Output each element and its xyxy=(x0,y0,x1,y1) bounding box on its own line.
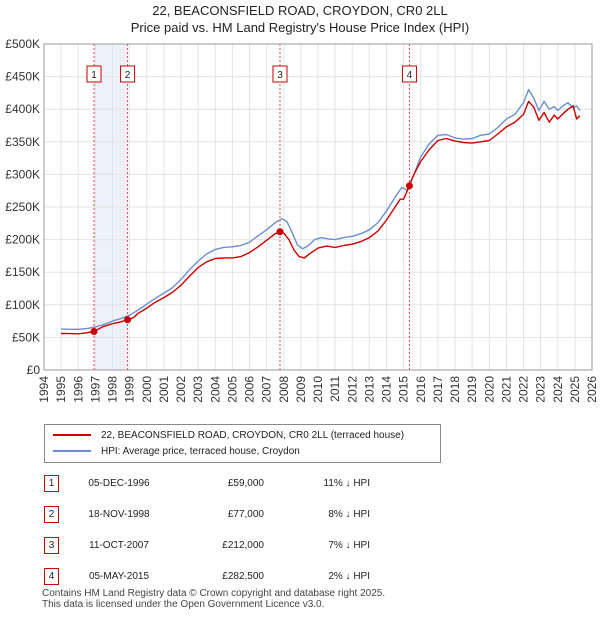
chart-title-block: 22, BEACONSFIELD ROAD, CROYDON, CR0 2LL … xyxy=(0,2,600,36)
y-tick-label: £400K xyxy=(5,102,40,116)
legend-label-hpi: HPI: Average price, terraced house, Croy… xyxy=(101,446,300,457)
sale-number-box xyxy=(120,65,136,83)
transaction-date: 05-DEC-1996 xyxy=(88,478,150,489)
hpi-line xyxy=(61,88,581,330)
x-tick-label: 2018 xyxy=(448,376,462,403)
chart-subtitle: Price paid vs. HM Land Registry's House … xyxy=(130,20,470,35)
x-tick-label: 2009 xyxy=(294,376,308,403)
sale-point xyxy=(276,228,284,236)
y-tick-label: £450K xyxy=(5,70,40,84)
footer-copyright: Contains HM Land Registry data © Crown c… xyxy=(42,588,386,599)
y-tick-label: £500K xyxy=(5,37,40,51)
legend-swatch-property xyxy=(53,434,91,437)
transaction-price: £212,000 xyxy=(222,540,264,551)
sale-number-box xyxy=(86,65,102,83)
plot-frame xyxy=(43,43,593,371)
transaction-hpi-diff: 7% ↓ HPI xyxy=(328,540,370,551)
x-tick-label: 2019 xyxy=(465,376,479,403)
x-tick-label: 2015 xyxy=(397,376,411,403)
x-tick-label: 2026 xyxy=(585,376,599,403)
x-tick-label: 2021 xyxy=(499,376,513,403)
footer-licence: This data is licensed under the Open Gov… xyxy=(42,599,325,610)
x-tick-label: 1994 xyxy=(37,376,51,403)
x-tick-label: 2002 xyxy=(174,376,188,403)
x-tick-label: 2004 xyxy=(208,376,222,403)
footer-attribution: Contains HM Land Registry data © Crown c… xyxy=(42,588,385,610)
x-tick-label: 2014 xyxy=(380,376,394,403)
y-tick-label: £200K xyxy=(5,233,40,247)
sale-number-box xyxy=(272,65,288,83)
transaction-hpi-diff: 8% ↓ HPI xyxy=(328,509,370,520)
x-tick-label: 2016 xyxy=(414,376,428,403)
legend-swatch-hpi xyxy=(53,450,91,453)
x-tick-label: 1998 xyxy=(106,376,120,403)
transaction-price: £282,500 xyxy=(222,571,264,582)
x-tick-label: 1999 xyxy=(123,376,137,403)
transaction-date: 11-OCT-2007 xyxy=(89,540,149,551)
x-tick-label: 2023 xyxy=(534,376,548,403)
transaction-number-badge: 2 xyxy=(44,506,59,523)
y-tick-label: £250K xyxy=(5,200,40,214)
y-tick-label: £300K xyxy=(5,167,40,181)
chart-legend: 22, BEACONSFIELD ROAD, CROYDON, CR0 2LL … xyxy=(44,424,441,463)
x-tick-label: 2008 xyxy=(277,376,291,403)
x-tick-label: 2007 xyxy=(260,376,274,403)
transaction-price: £77,000 xyxy=(227,509,264,520)
sale-number-label: 1 xyxy=(91,70,97,81)
transaction-number-badge: 4 xyxy=(44,568,59,585)
legend-item-property: 22, BEACONSFIELD ROAD, CROYDON, CR0 2LL … xyxy=(53,429,404,443)
x-tick-label: 2024 xyxy=(551,376,565,403)
price-chart: £0 £50K £100K £150K £200K £250K £300K £350K £400… xyxy=(5,37,599,403)
sale-point xyxy=(405,182,413,190)
transaction-date: 05-MAY-2015 xyxy=(88,571,150,582)
x-tick-label: 2025 xyxy=(568,376,582,403)
transaction-hpi-diff: 11% ↓ HPI xyxy=(323,478,371,489)
sale-point xyxy=(124,316,132,324)
y-tick-label: £100K xyxy=(5,298,40,312)
chart-title: 22, BEACONSFIELD ROAD, CROYDON, CR0 2LL xyxy=(152,3,448,18)
x-tick-label: 2012 xyxy=(345,376,359,403)
x-tick-label: 1997 xyxy=(88,376,102,403)
legend-label-property: 22, BEACONSFIELD ROAD, CROYDON, CR0 2LL … xyxy=(101,430,405,441)
x-tick-label: 1995 xyxy=(54,376,68,403)
x-tick-label: 2003 xyxy=(191,376,205,403)
x-tick-label: 2005 xyxy=(225,376,239,403)
x-tick-label: 2001 xyxy=(157,376,171,403)
x-tick-label: 2006 xyxy=(243,376,257,403)
transaction-price: £59,000 xyxy=(227,478,264,489)
sale-number-box xyxy=(401,65,417,83)
x-tick-label: 2020 xyxy=(482,376,496,403)
x-tick-label: 1996 xyxy=(71,376,85,403)
x-tick-label: 2013 xyxy=(362,376,376,403)
transaction-number-badge: 1 xyxy=(44,475,59,492)
x-tick-label: 2010 xyxy=(311,376,325,403)
y-tick-label: £50K xyxy=(12,330,40,344)
x-tick-label: 2017 xyxy=(431,376,445,403)
sale-number-label: 2 xyxy=(125,70,131,81)
property-price-line xyxy=(61,100,581,335)
transaction-date: 18-NOV-1998 xyxy=(88,509,150,520)
x-tick-label: 2000 xyxy=(140,376,154,403)
y-tick-label: £350K xyxy=(5,135,40,149)
x-tick-label: 2011 xyxy=(328,376,342,402)
transaction-hpi-diff: 2% ↓ HPI xyxy=(328,571,370,582)
y-tick-label: £150K xyxy=(5,265,40,279)
sale-number-label: 4 xyxy=(407,70,413,81)
transaction-number-badge: 3 xyxy=(44,537,59,554)
y-tick-label: £0 xyxy=(27,363,41,377)
sale-number-label: 3 xyxy=(277,70,283,81)
sale-point xyxy=(90,328,98,336)
legend-item-hpi: HPI: Average price, terraced house, Croy… xyxy=(53,445,300,459)
x-tick-label: 2022 xyxy=(517,376,531,403)
